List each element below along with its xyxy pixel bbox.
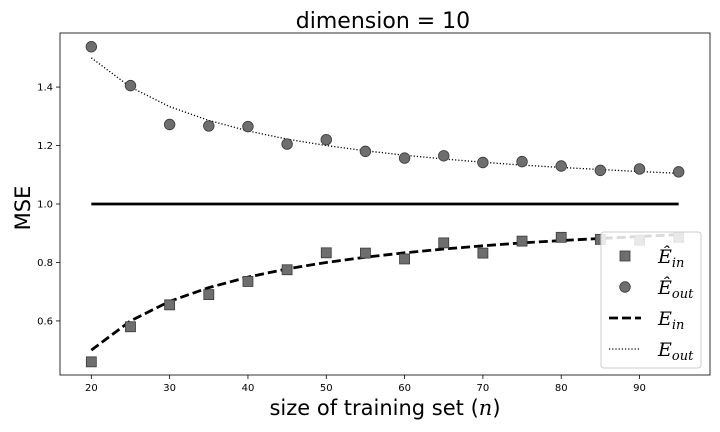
- data-point-e-out-hat: [516, 155, 528, 168]
- data-point-e-in-hat: [320, 247, 332, 259]
- data-point-e-out-hat: [281, 138, 293, 150]
- x-axis-label: size of training set (n): [269, 396, 500, 420]
- legend-marker-square: [619, 250, 631, 262]
- data-point-e-out-hat: [555, 160, 567, 172]
- legend-label: Ein: [657, 308, 684, 333]
- x-tick-label: 80: [555, 383, 568, 394]
- x-tick-label: 90: [633, 383, 646, 394]
- data-point-e-out-hat: [633, 163, 646, 175]
- legend-label: Eout: [657, 339, 694, 364]
- x-tick-label: 40: [242, 383, 255, 394]
- x-axis: 20 30 40 50 60 70 80 90: [85, 375, 646, 394]
- data-point-e-out-hat: [477, 156, 489, 169]
- y-tick-label: 1.2: [37, 141, 53, 152]
- x-tick-label: 20: [85, 383, 98, 394]
- data-point-e-out-hat: [672, 166, 685, 178]
- data-point-e-out-hat: [242, 120, 254, 133]
- y-axis: 0.6 0.8 1.0 1.2 1.4: [37, 83, 60, 327]
- data-point-e-in-hat: [85, 356, 97, 368]
- data-point-e-in-hat: [399, 253, 410, 265]
- series-line-ein-dashed: [90, 233, 679, 352]
- series-line-eout-dotted: [90, 57, 679, 174]
- data-point-e-out-hat: [124, 79, 137, 92]
- y-axis-label: MSE: [11, 186, 35, 231]
- data-point-e-out-hat: [163, 118, 176, 131]
- x-tick-label: 30: [163, 383, 176, 394]
- y-tick-label: 0.6: [37, 316, 53, 327]
- data-point-e-in-hat: [164, 299, 176, 311]
- data-point-e-out-hat: [320, 133, 332, 146]
- data-point-e-in-hat: [555, 231, 567, 243]
- legend-label: Êout: [657, 276, 694, 302]
- y-tick-label: 0.8: [37, 258, 53, 269]
- legend-box: [600, 231, 702, 369]
- legend-marker-circle: [619, 281, 631, 293]
- data-point-e-out-hat: [203, 120, 215, 132]
- chart-title: dimension = 10: [296, 9, 470, 34]
- data-point-e-in-hat: [477, 247, 489, 259]
- data-point-e-in-hat: [438, 237, 450, 249]
- data-point-e-in-hat: [125, 321, 136, 333]
- data-point-e-out-hat: [398, 152, 411, 164]
- data-point-e-out-hat: [594, 164, 607, 177]
- data-point-e-in-hat: [242, 276, 254, 287]
- legend: Êin Êout Ein Eout: [600, 231, 702, 369]
- x-tick-label: 60: [398, 383, 411, 394]
- data-point-e-out-hat: [359, 145, 372, 158]
- x-tick-label: 50: [320, 383, 333, 394]
- data-point-e-in-hat: [516, 235, 528, 247]
- y-tick-label: 1.0: [37, 200, 53, 211]
- legend-label: Êin: [657, 245, 684, 271]
- data-point-e-out-hat: [85, 41, 98, 53]
- series-layer: [85, 41, 685, 368]
- data-point-e-in-hat: [203, 289, 215, 301]
- data-point-e-out-hat: [438, 150, 450, 162]
- y-tick-label: 1.4: [37, 83, 53, 94]
- x-tick-label: 70: [477, 383, 490, 394]
- data-point-e-in-hat: [360, 247, 371, 259]
- data-point-e-in-hat: [281, 264, 293, 276]
